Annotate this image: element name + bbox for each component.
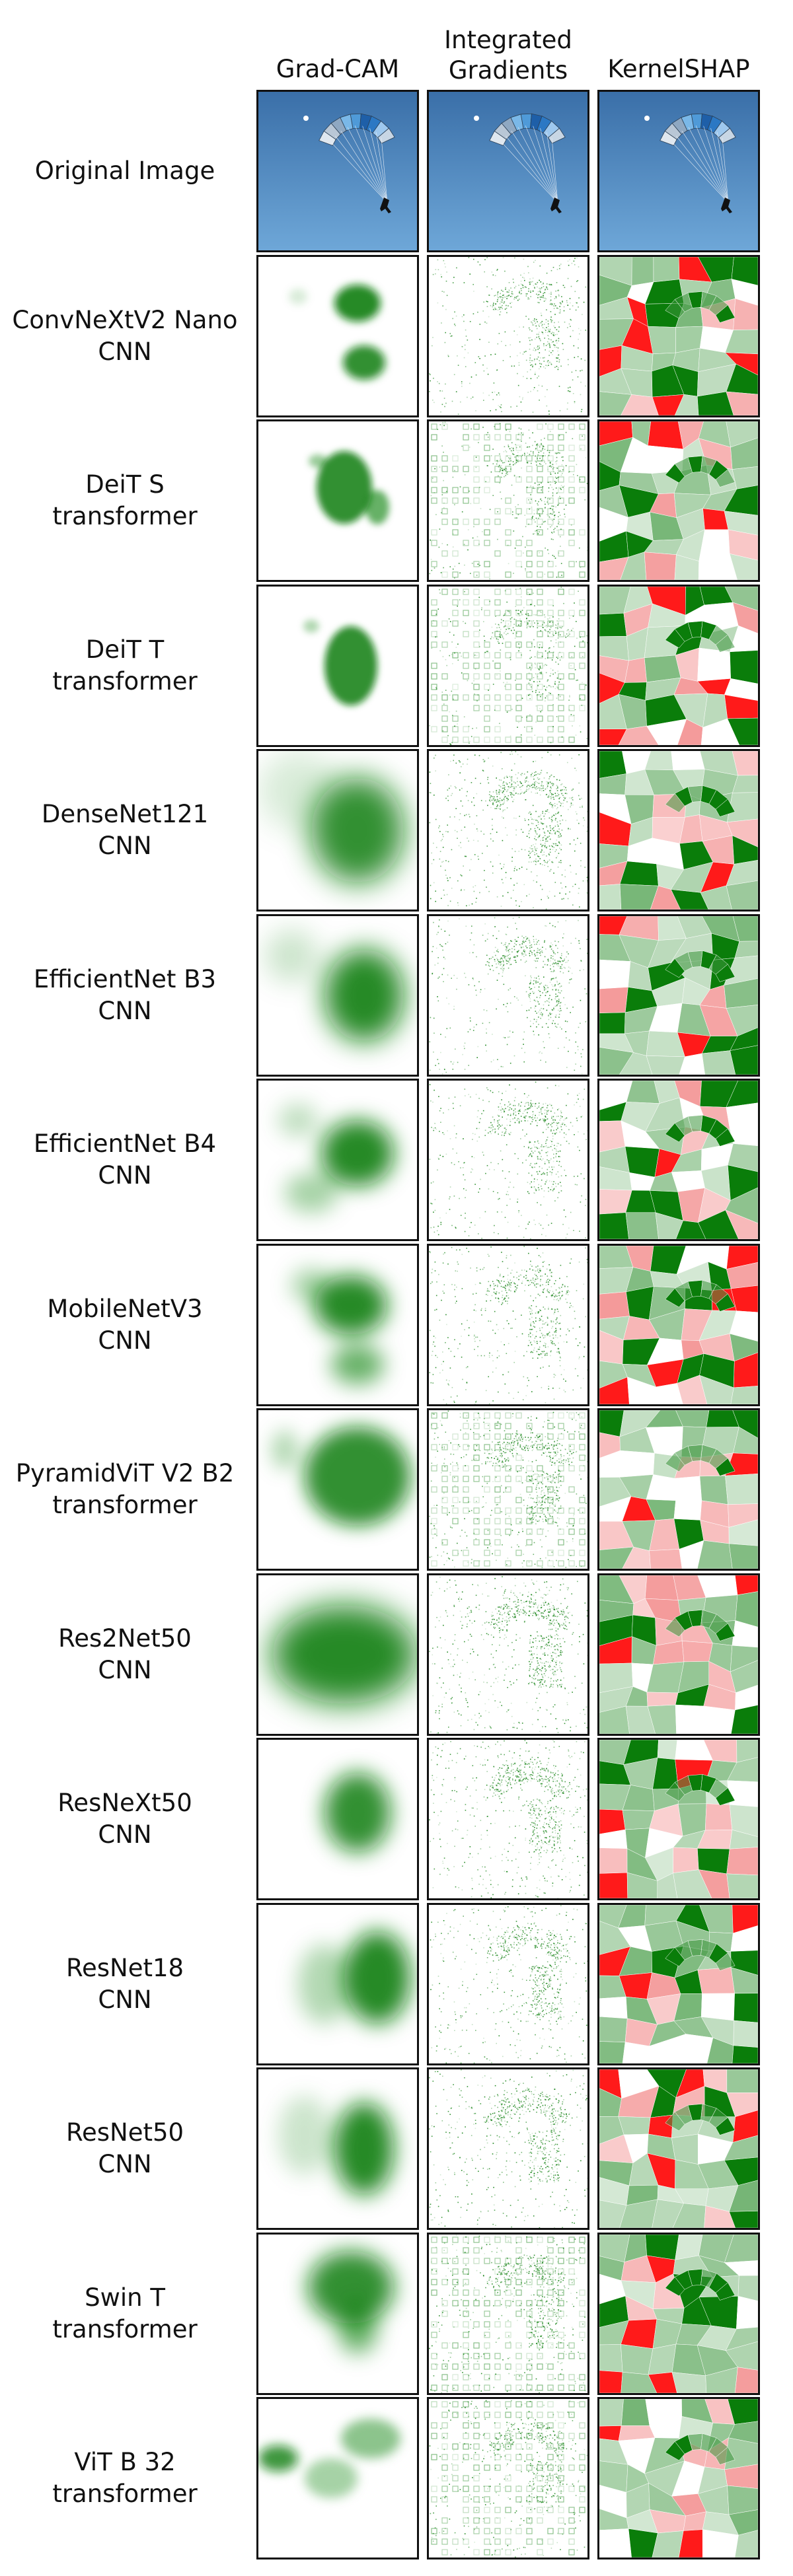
- gradcam-map: [256, 2067, 419, 2230]
- row-label: EfficientNet B4 CNN: [0, 1079, 250, 1241]
- row-label-line: DenseNet121: [41, 800, 209, 828]
- kernelshap-map: [597, 419, 760, 582]
- kernelshap-map: [597, 2232, 760, 2395]
- row-label-line: CNN: [98, 1985, 152, 2014]
- kernelshap-map: [597, 1079, 760, 1241]
- row-label-line: DeiT S: [85, 470, 165, 499]
- integrated-gradients-map: [427, 419, 589, 582]
- integrated-gradients-map: [427, 1079, 589, 1241]
- kernelshap-map: [597, 749, 760, 912]
- row-label-line: transformer: [52, 502, 198, 530]
- kernelshap-map: [597, 1573, 760, 1736]
- integrated-gradients-map: [427, 2232, 589, 2395]
- row-label-line: CNN: [98, 2150, 152, 2178]
- gradcam-map: [256, 913, 419, 1077]
- row-label-line: DeiT T: [85, 635, 165, 664]
- column-header-line: Integrated: [444, 26, 572, 54]
- row-label-line: CNN: [98, 996, 152, 1025]
- row-label-line: CNN: [98, 1326, 152, 1355]
- row-label-line: ResNet50: [65, 2118, 184, 2147]
- row-label-original-image: Original Image: [0, 90, 250, 252]
- row-label-line: transformer: [52, 2314, 198, 2343]
- row-label: DenseNet121 CNN: [0, 749, 250, 912]
- row-label-line: EfficientNet B3: [33, 964, 217, 993]
- row-label-line: CNN: [98, 1820, 152, 1849]
- row-label-line: CNN: [98, 337, 152, 366]
- kernelshap-map: [597, 1738, 760, 1900]
- row-label: EfficientNet B3 CNN: [0, 914, 250, 1077]
- row-label-line: CNN: [98, 832, 152, 860]
- row-label: ResNeXt50 CNN: [0, 1738, 250, 1900]
- gradcam-map: [256, 254, 419, 417]
- gradcam-map: [256, 1738, 419, 1900]
- row-label: ConvNeXtV2 Nano CNN: [0, 255, 250, 417]
- row-label-line: ResNet18: [65, 1953, 184, 1982]
- kernelshap-map: [597, 913, 760, 1077]
- row-label-line: CNN: [98, 1655, 152, 1684]
- kernelshap-map: [597, 1902, 760, 2065]
- row-label-line: PyramidViT V2 B2: [15, 1459, 235, 1487]
- column-header-line: Gradients: [448, 56, 568, 85]
- column-header-kernelshap: KernelSHAP: [607, 55, 750, 83]
- gradcam-map: [256, 419, 419, 582]
- row-label: DeiT S transformer: [0, 419, 250, 582]
- original-image-ig: [427, 90, 589, 252]
- integrated-gradients-map: [427, 749, 589, 912]
- row-label-line: transformer: [52, 666, 198, 696]
- integrated-gradients-map: [427, 2397, 589, 2559]
- kernelshap-map: [597, 2397, 760, 2559]
- row-label-line: EfficientNet B4: [33, 1129, 217, 1158]
- kernelshap-map: [597, 2067, 760, 2230]
- kernelshap-map: [597, 1243, 760, 1406]
- integrated-gradients-map: [427, 2067, 589, 2230]
- original-image-gradcam: [256, 90, 419, 252]
- row-label-line: ViT B 32: [74, 2448, 176, 2476]
- gradcam-map: [256, 1243, 419, 1406]
- gradcam-map: [256, 2232, 419, 2395]
- row-label-line: ConvNeXtV2 Nano: [12, 305, 238, 334]
- row-label-line: Res2Net50: [58, 1624, 192, 1653]
- gradcam-map: [256, 1573, 419, 1736]
- row-label: PyramidViT V2 B2 transformer: [0, 1408, 250, 1571]
- integrated-gradients-map: [427, 1408, 589, 1571]
- kernelshap-map: [597, 584, 760, 747]
- integrated-gradients-map: [427, 1573, 589, 1736]
- row-label: ViT B 32 transformer: [0, 2397, 250, 2559]
- row-label: Res2Net50 CNN: [0, 1573, 250, 1736]
- integrated-gradients-map: [427, 913, 589, 1077]
- row-label-line: Swin T: [85, 2283, 165, 2312]
- row-label-line: ResNeXt50: [57, 1789, 192, 1817]
- gradcam-map: [256, 1079, 419, 1241]
- gradcam-map: [256, 749, 419, 912]
- row-label: ResNet50 CNN: [0, 2067, 250, 2230]
- row-label: ResNet18 CNN: [0, 1903, 250, 2065]
- gradcam-map: [256, 2397, 419, 2559]
- column-header-gradcam: Grad-CAM: [276, 55, 400, 83]
- row-label-line: Original Image: [34, 157, 215, 185]
- row-label-line: MobileNetV3: [47, 1294, 203, 1323]
- row-label: MobileNetV3 CNN: [0, 1244, 250, 1406]
- row-label-line: CNN: [98, 1161, 152, 1190]
- column-header-integrated-gradients: Integrated Gradients: [427, 25, 589, 86]
- integrated-gradients-map: [427, 584, 589, 747]
- original-image-kernelshap: [597, 90, 760, 252]
- integrated-gradients-map: [427, 1738, 589, 1900]
- row-label-line: transformer: [52, 1491, 198, 1519]
- integrated-gradients-map: [427, 254, 589, 417]
- integrated-gradients-map: [427, 1902, 589, 2065]
- integrated-gradients-map: [427, 1243, 589, 1406]
- gradcam-map: [256, 1408, 419, 1571]
- kernelshap-map: [597, 1408, 760, 1571]
- kernelshap-map: [597, 254, 760, 417]
- gradcam-map: [256, 584, 419, 747]
- row-label-line: transformer: [52, 2480, 198, 2508]
- gradcam-map: [256, 1902, 419, 2065]
